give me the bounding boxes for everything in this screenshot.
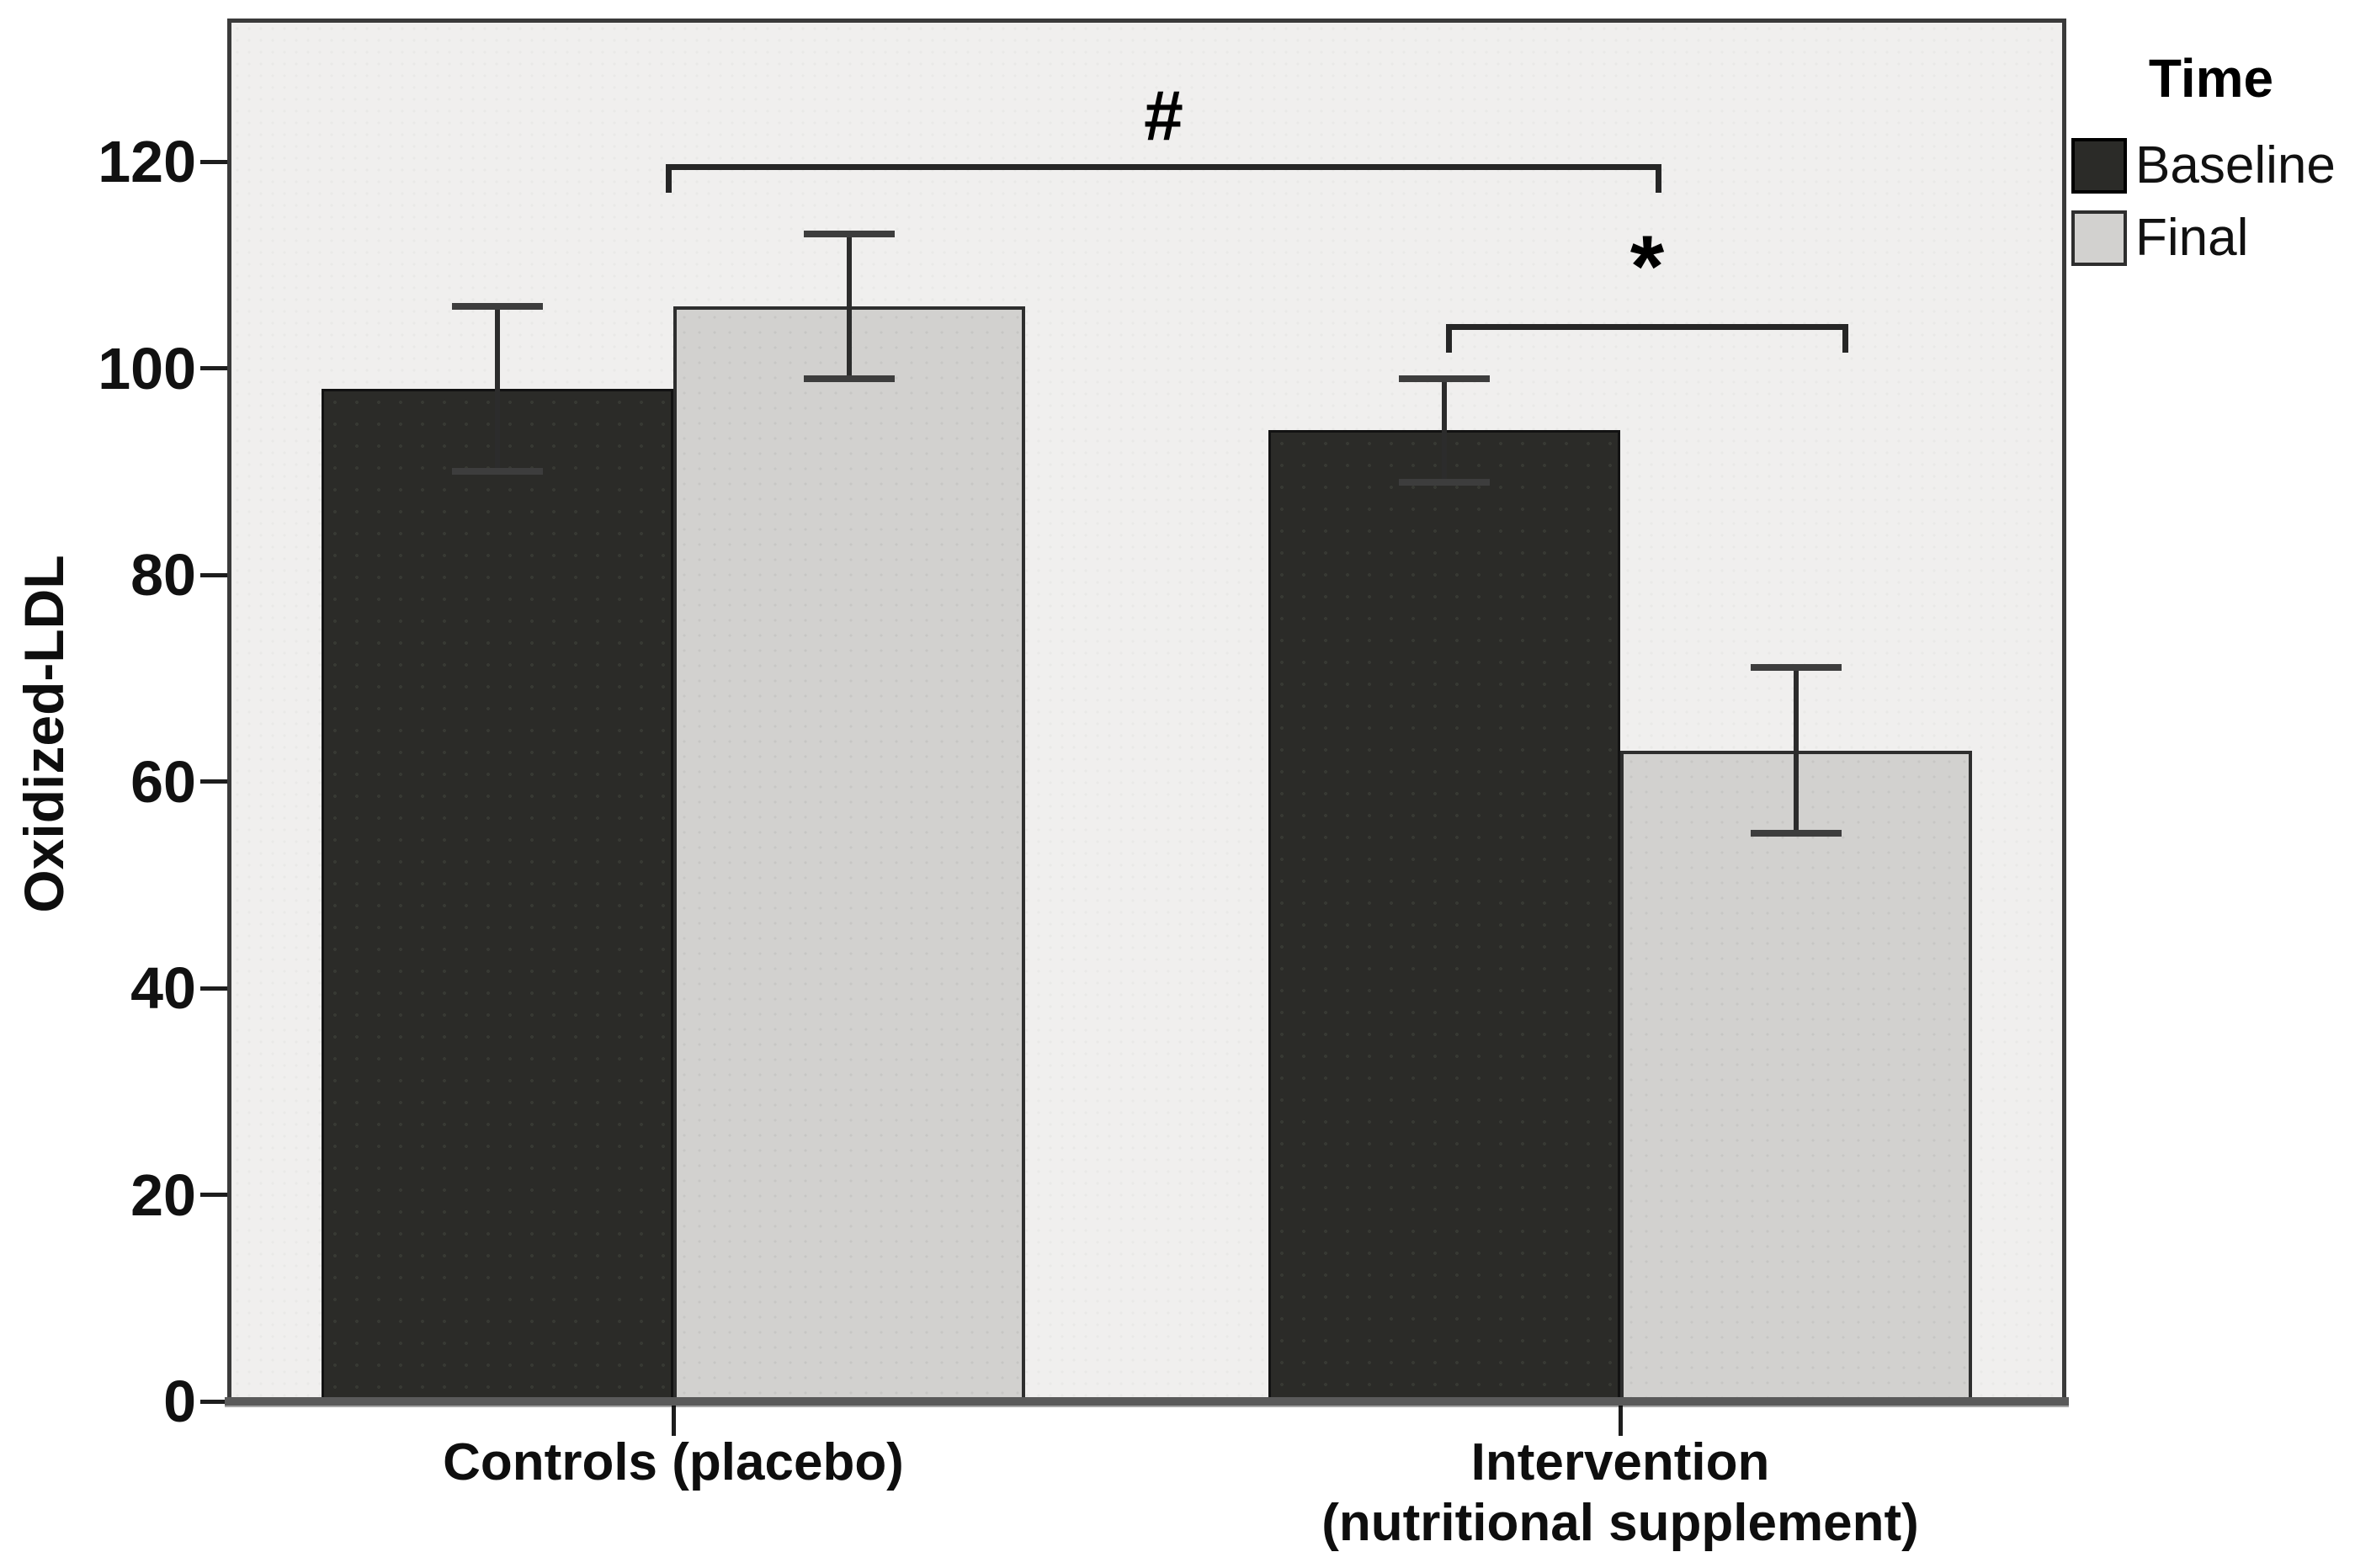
x-axis-tick [1618,1406,1623,1436]
legend-swatch-final [2071,210,2127,266]
legend-title: Time [2148,48,2274,109]
error-bar-stem [495,306,500,472]
error-bar-cap-bottom [1399,478,1490,486]
x-axis-line [225,1397,2069,1406]
error-bar-cap-top [804,230,895,237]
y-axis-tick [200,1193,227,1197]
error-bar-stem [1442,378,1447,482]
y-tick-label: 100 [98,335,196,401]
error-bar-cap-top [1399,375,1490,382]
y-axis-tick [200,572,227,577]
error-bar-stem [847,233,852,379]
legend-swatch-baseline [2071,138,2127,194]
bar-final-controls [673,306,1025,1401]
y-tick-label: 20 [130,1161,196,1228]
y-tick-label: 60 [130,748,196,815]
y-tick-label: 80 [130,542,196,608]
y-axis-tick [200,366,227,370]
y-tick-label: 120 [98,129,196,194]
x-axis-tick [671,1406,676,1436]
significance-symbol-hash: # [1144,76,1183,155]
error-bar-cap-bottom [1751,829,1842,837]
category-label: Controls (placebo) [443,1433,904,1491]
y-tick-label: 0 [163,1369,196,1434]
significance-symbol-asterisk: * [1629,218,1665,316]
error-bar-stem [1794,667,1799,833]
bar-baseline-intervention [1268,430,1620,1401]
legend-label-baseline: Baseline [2135,136,2336,194]
error-bar-cap-bottom [452,468,543,476]
y-axis-tick [200,1399,227,1404]
error-bar-cap-top [1751,664,1842,672]
error-bar-cap-bottom [804,375,895,382]
y-tick-label: 40 [130,955,196,1021]
y-axis-title: Oxidized-LDL [13,555,75,913]
category-label: Intervention (nutritional supplement) [1321,1433,1919,1552]
legend-label-final: Final [2135,209,2249,267]
y-axis-tick [200,159,227,164]
significance-bracket-hash [666,164,1661,193]
error-bar-cap-top [452,302,543,310]
bar-baseline-controls [322,389,673,1401]
y-axis-tick [200,986,227,991]
significance-bracket-asterisk [1446,324,1848,353]
bar-final-intervention [1620,750,1972,1401]
y-axis-tick [200,779,227,784]
